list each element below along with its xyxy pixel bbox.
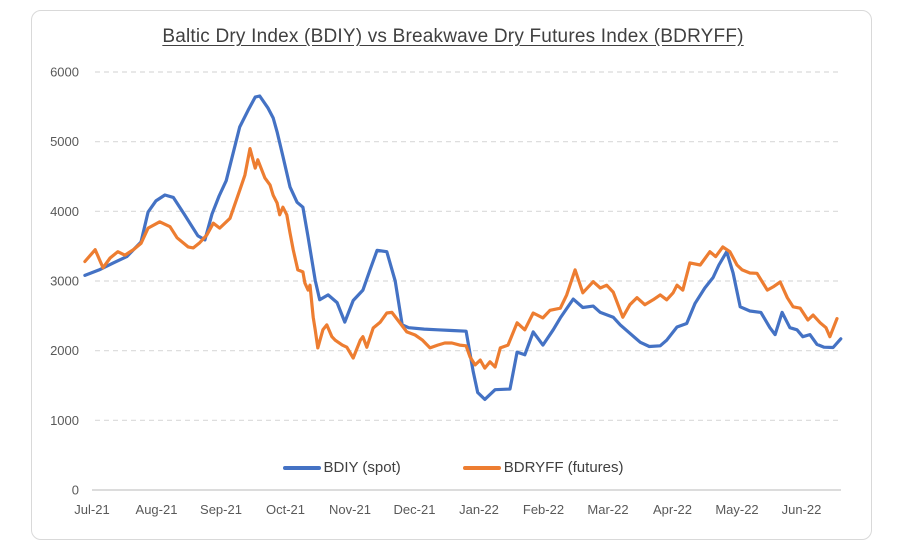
svg-text:May-22: May-22: [715, 502, 758, 517]
legend-item-bdiy: BDIY (spot): [282, 459, 401, 476]
svg-text:Oct-21: Oct-21: [266, 502, 305, 517]
svg-text:Jan-22: Jan-22: [459, 502, 499, 517]
series-line-bdryff: [83, 147, 839, 370]
chart-title: Baltic Dry Index (BDIY) vs Breakwave Dry…: [162, 26, 744, 47]
svg-text:Mar-22: Mar-22: [587, 502, 628, 517]
svg-text:Jun-22: Jun-22: [782, 502, 822, 517]
chart-frame: [31, 10, 872, 540]
svg-text:5000: 5000: [50, 134, 79, 149]
chart-legend: BDIY (spot) BDRYFF (futures): [32, 459, 874, 476]
x-axis-labels: Jul-21 Aug-21 Sep-21 Oct-21 Nov-21 Dec-21 Jan-…: [74, 502, 821, 517]
svg-text:Jul-21: Jul-21: [74, 502, 109, 517]
y-axis-labels: 0 1000 2000 3000 4000 5000 6000: [50, 65, 79, 498]
legend-label-bdiy: BDIY (spot): [323, 459, 401, 476]
gridlines: [92, 71, 841, 491]
svg-text:Feb-22: Feb-22: [523, 502, 564, 517]
svg-text:6000: 6000: [50, 65, 79, 80]
svg-text:1000: 1000: [50, 413, 79, 428]
legend-item-bdryff: BDRYFF (futures): [462, 459, 624, 476]
svg-text:Aug-21: Aug-21: [136, 502, 178, 517]
svg-text:4000: 4000: [50, 204, 79, 219]
svg-text:3000: 3000: [50, 274, 79, 289]
svg-text:0: 0: [72, 483, 79, 498]
svg-text:Apr-22: Apr-22: [653, 502, 692, 517]
svg-text:Dec-21: Dec-21: [394, 502, 436, 517]
bdiy-line-swatch-icon: [282, 465, 321, 470]
svg-text:Sep-21: Sep-21: [200, 502, 242, 517]
legend-label-bdryff: BDRYFF (futures): [503, 459, 624, 476]
svg-text:Nov-21: Nov-21: [329, 502, 371, 517]
bdryff-line-swatch-icon: [462, 465, 501, 470]
svg-text:2000: 2000: [50, 343, 79, 358]
